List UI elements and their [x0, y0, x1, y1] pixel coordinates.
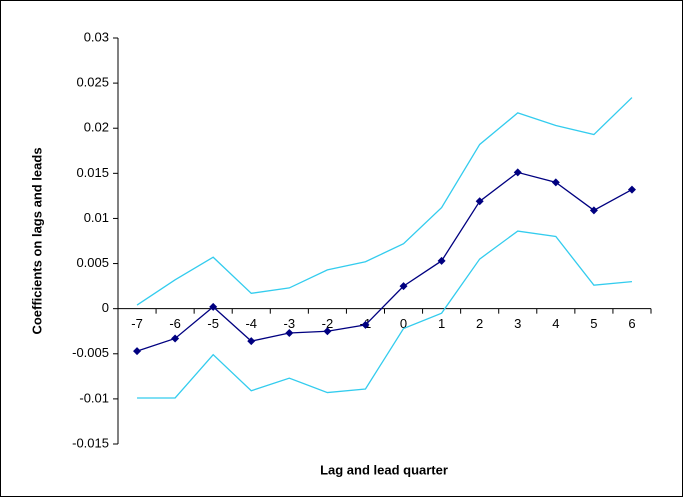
x-tick-label: 4: [552, 316, 559, 331]
data-point: [171, 334, 180, 343]
y-tick-label: -0.005: [72, 345, 109, 360]
data-point: [399, 282, 408, 291]
x-tick-label: -7: [131, 316, 143, 331]
x-tick-label: -2: [322, 316, 334, 331]
x-tick-label: 5: [590, 316, 597, 331]
x-tick-label: 3: [514, 316, 521, 331]
data-point: [323, 327, 332, 336]
x-tick-label: -3: [284, 316, 296, 331]
data-point: [551, 178, 560, 187]
x-tick-label: 1: [438, 316, 445, 331]
data-point: [589, 206, 598, 215]
y-tick-label: 0: [102, 300, 109, 315]
x-tick-label: -6: [169, 316, 181, 331]
data-point: [209, 302, 218, 311]
series-line: [136, 171, 633, 352]
y-tick-label: -0.015: [72, 435, 109, 450]
series-line: [136, 97, 633, 306]
y-tick-label: -0.01: [79, 390, 109, 405]
y-tick-label: 0.01: [84, 210, 109, 225]
data-point: [247, 337, 256, 346]
x-tick-label: -4: [245, 316, 257, 331]
x-tick-label: -5: [207, 316, 219, 331]
series-line: [137, 230, 633, 399]
y-axis-title: Coefficients on lags and leads: [29, 147, 44, 334]
y-tick-label: 0.02: [84, 120, 109, 135]
x-tick-label: 0: [400, 316, 407, 331]
data-point: [285, 329, 294, 338]
x-tick-label: 2: [476, 316, 483, 331]
x-axis-title: Lag and lead quarter: [320, 462, 448, 477]
data-point: [513, 168, 522, 177]
x-tick-label: 6: [628, 316, 635, 331]
data-point: [627, 185, 636, 194]
y-tick-label: 0.03: [84, 29, 109, 44]
data-point: [133, 347, 142, 356]
data-point: [437, 256, 446, 265]
data-point: [475, 197, 484, 206]
y-tick-label: 0.025: [76, 75, 109, 90]
y-tick-label: 0.005: [76, 255, 109, 270]
y-tick-label: 0.015: [76, 165, 109, 180]
data-point: [361, 320, 370, 329]
